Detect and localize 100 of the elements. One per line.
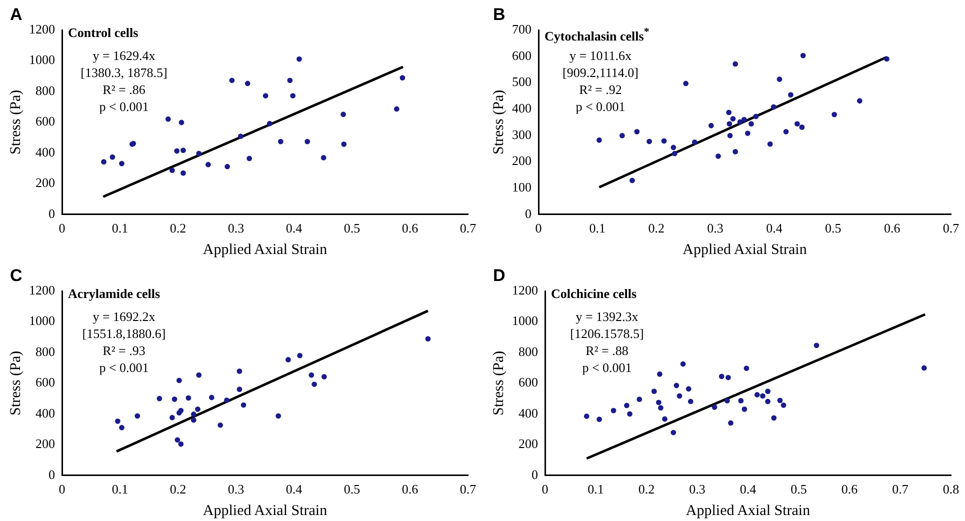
point — [174, 148, 180, 154]
point — [400, 75, 406, 80]
point — [341, 141, 347, 147]
point — [726, 374, 731, 380]
annotation: [1206.1578.5] — [570, 326, 644, 341]
y-tick-label: 0 — [48, 466, 55, 482]
y-tick-label: 1000 — [512, 313, 538, 328]
x-tick-label: 0.3 — [689, 482, 706, 497]
point — [646, 138, 652, 144]
x-tick-label: 0.1 — [588, 482, 604, 497]
point — [661, 138, 667, 144]
x-tick-label: 0.1 — [589, 220, 606, 236]
x-tick-label: 0.2 — [648, 220, 664, 236]
x-tick-label: 0.2 — [170, 482, 186, 497]
point — [727, 132, 733, 138]
chart-subtitle: Acrylamide cells — [68, 286, 160, 301]
point — [119, 160, 124, 166]
annotation: R² = .92 — [579, 82, 622, 97]
x-axis-title: Applied Axial Strain — [686, 502, 811, 519]
point — [670, 144, 676, 150]
x-tick-label: 0.3 — [228, 482, 244, 497]
x-tick-label: 0.2 — [170, 220, 186, 236]
y-tick-label: 1200 — [29, 21, 55, 36]
y-tick-label: 0 — [532, 466, 538, 482]
x-tick-label: 0 — [58, 220, 66, 236]
point — [114, 418, 120, 424]
point — [627, 411, 632, 417]
point — [662, 416, 668, 422]
point — [180, 148, 186, 154]
x-tick-label: 0 — [58, 482, 66, 497]
y-tick-label: 800 — [36, 82, 55, 98]
point — [771, 415, 777, 421]
x-tick-label: 0.5 — [344, 482, 360, 497]
chart-subtitle: Colchicine cells — [551, 286, 637, 301]
y-tick-label: 400 — [518, 405, 538, 420]
y-tick-label: 0 — [48, 206, 55, 221]
point — [760, 393, 766, 399]
point — [712, 404, 718, 410]
annotation: y = 1011.6x — [569, 48, 632, 63]
point — [732, 149, 738, 154]
point — [686, 386, 692, 392]
point — [584, 414, 590, 419]
annotation: y = 1692.2x — [92, 309, 156, 324]
x-tick-label: 0.3 — [228, 220, 244, 236]
point — [754, 392, 760, 398]
point — [276, 413, 282, 419]
x-tick-label: 0.1 — [112, 482, 128, 497]
annotation: [1551.8,1880.6] — [82, 326, 166, 341]
point — [683, 80, 689, 86]
x-tick-label: 0.6 — [884, 220, 901, 236]
point — [680, 361, 686, 367]
point — [724, 398, 730, 404]
point — [196, 150, 202, 156]
y-tick-label: 400 — [36, 405, 55, 420]
annotation: y = 1629.4x — [92, 48, 156, 63]
x-tick-label: 0.5 — [790, 482, 807, 497]
x-tick-label: 0.4 — [286, 220, 303, 236]
point — [244, 80, 250, 86]
point — [170, 168, 175, 173]
point — [308, 372, 314, 378]
annotation: p < 0.001 — [576, 99, 626, 114]
point — [208, 394, 214, 400]
point — [765, 388, 770, 394]
y-axis-title: Stress (Pa) — [490, 90, 507, 154]
point — [737, 119, 743, 125]
point — [195, 406, 200, 412]
y-tick-label: 600 — [518, 374, 538, 390]
point — [278, 138, 284, 144]
y-tick-label: 600 — [512, 48, 532, 63]
y-tick-label: 400 — [36, 144, 55, 160]
point — [340, 112, 346, 118]
point — [218, 422, 224, 428]
point — [921, 365, 927, 371]
point — [229, 78, 235, 84]
point — [788, 92, 794, 98]
x-tick-label: 0.3 — [707, 220, 724, 236]
point — [832, 112, 838, 118]
point — [205, 162, 211, 168]
point — [101, 159, 106, 165]
point — [856, 98, 862, 104]
point — [726, 121, 732, 126]
point — [770, 104, 776, 110]
annotation: R² = .93 — [102, 343, 146, 358]
point — [767, 141, 773, 147]
point — [186, 395, 192, 401]
point — [692, 140, 698, 145]
point — [290, 93, 296, 98]
point — [742, 406, 748, 412]
y-tick-label: 800 — [36, 344, 55, 359]
annotation: p < 0.001 — [99, 99, 149, 114]
y-tick-label: 200 — [512, 153, 532, 168]
x-tick-label: 0.4 — [286, 482, 303, 497]
y-tick-label: 1200 — [29, 282, 55, 298]
point — [190, 412, 196, 417]
point — [744, 130, 750, 136]
point — [262, 93, 268, 98]
point — [296, 56, 302, 62]
point — [240, 402, 246, 408]
x-tick-label: 0 — [542, 482, 548, 497]
x-tick-label: 0.5 — [344, 220, 360, 236]
